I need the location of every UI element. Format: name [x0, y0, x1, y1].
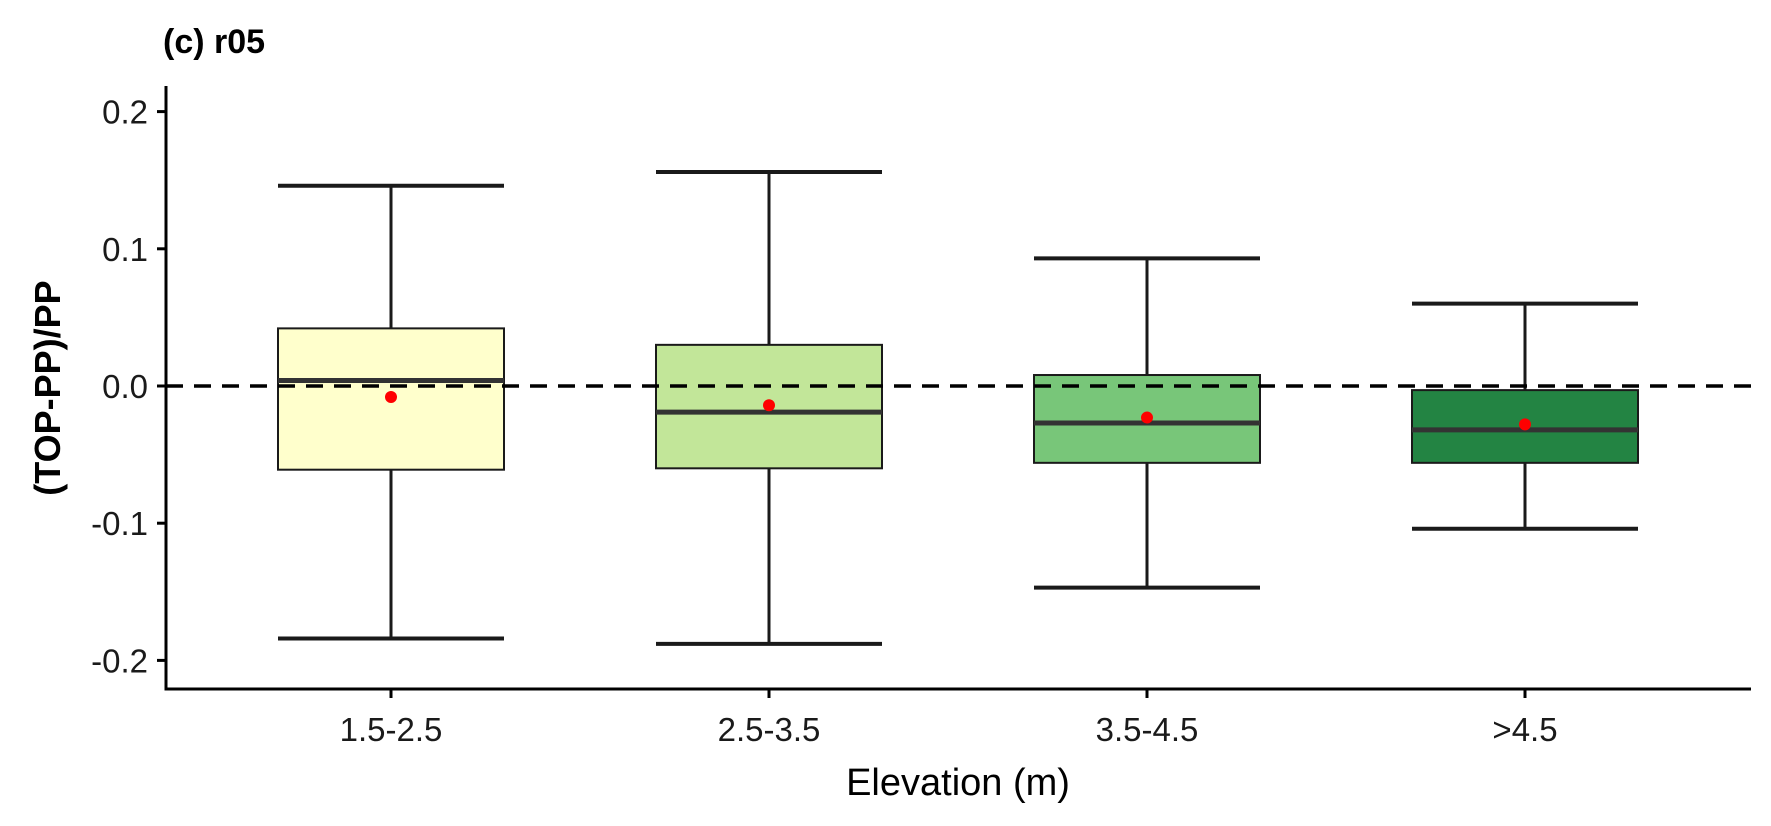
y-tick-label: 0.1 — [102, 231, 148, 268]
y-tick-label: -0.1 — [91, 505, 148, 542]
x-tick-label: 2.5-3.5 — [718, 711, 821, 748]
mean-point — [763, 399, 775, 412]
x-tick-label: 1.5-2.5 — [340, 711, 443, 748]
y-axis-title: (TOP-PP)/PP — [27, 280, 68, 495]
x-axis-ticks: 1.5-2.5 2.5-3.5 3.5-4.5 >4.5 — [340, 689, 1558, 748]
x-tick-label: 3.5-4.5 — [1096, 711, 1199, 748]
y-tick-label: 0.2 — [102, 94, 148, 131]
chart-title: (c) r05 — [163, 23, 265, 61]
mean-point — [1141, 411, 1153, 424]
mean-point — [385, 390, 397, 403]
mean-point — [1519, 418, 1531, 431]
x-tick-label: >4.5 — [1492, 711, 1557, 748]
y-axis-ticks: 0.2 0.1 0.0 -0.1 -0.2 — [91, 94, 166, 679]
x-axis-title: Elevation (m) — [846, 762, 1070, 804]
y-tick-label: 0.0 — [102, 368, 148, 405]
box-series — [166, 169, 1751, 646]
y-tick-label: -0.2 — [91, 642, 148, 679]
